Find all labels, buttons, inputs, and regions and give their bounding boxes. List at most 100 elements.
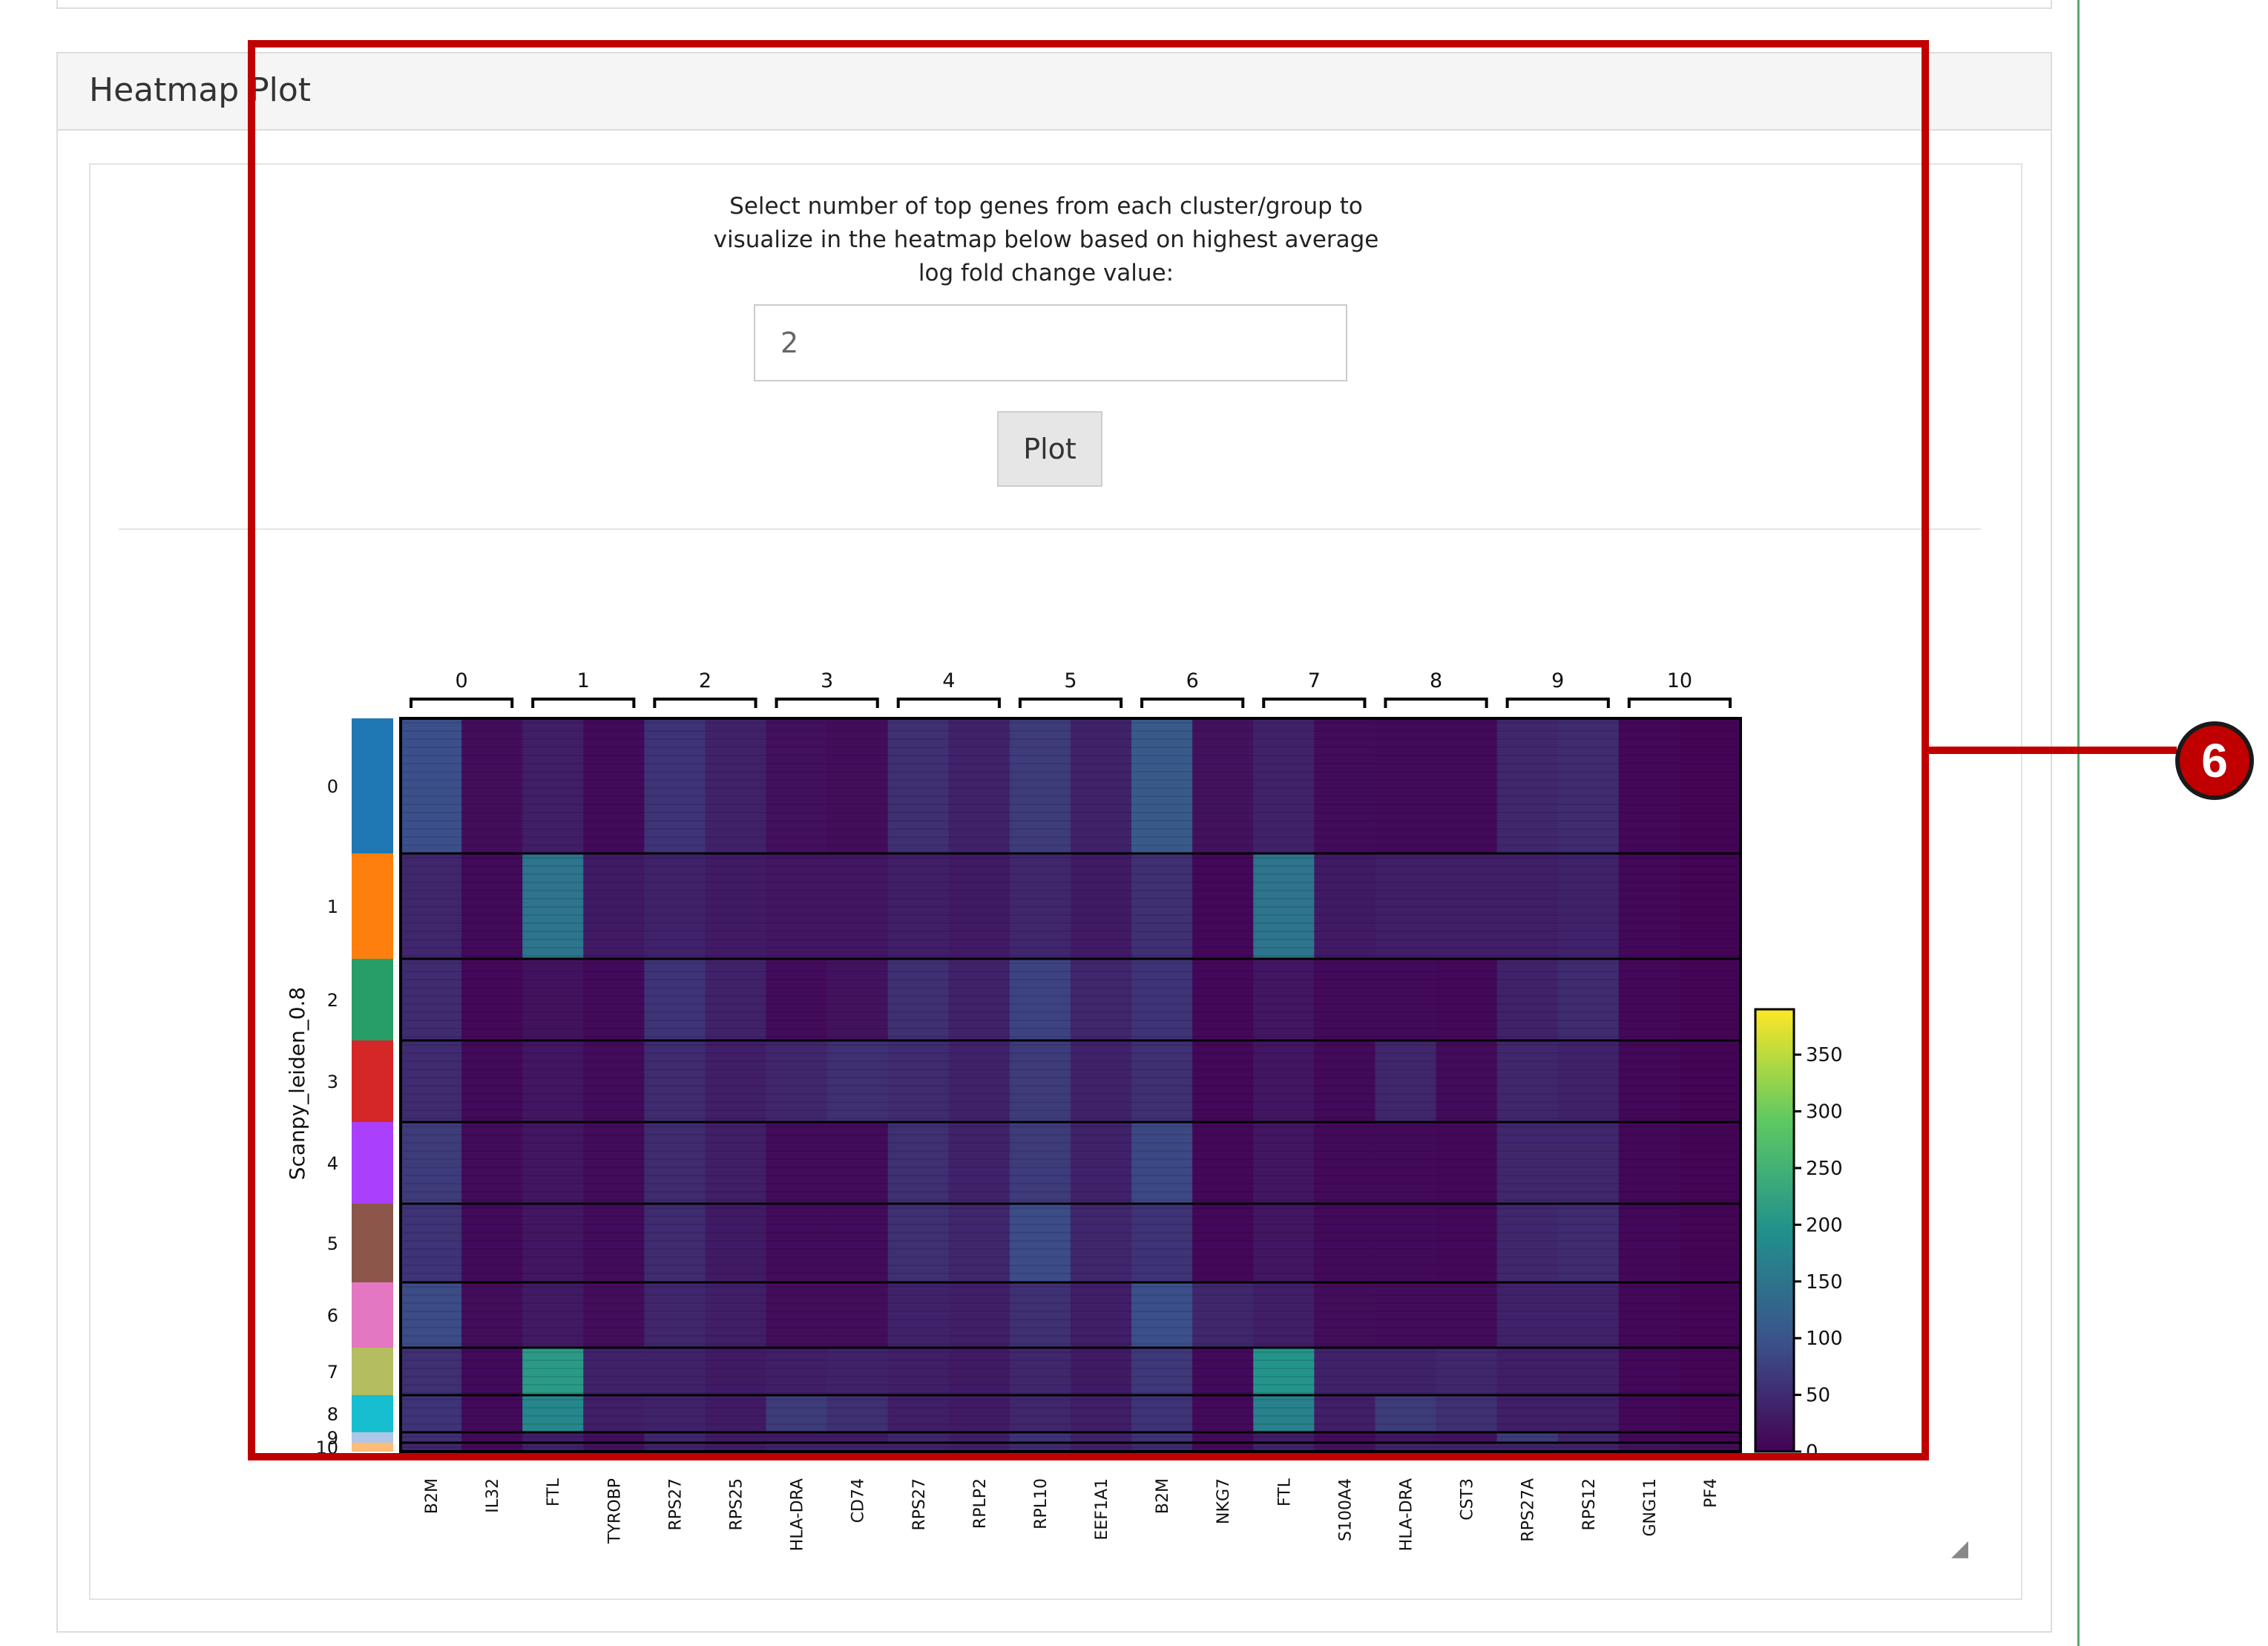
- column-group-bracket: [1018, 698, 1123, 708]
- heatmap-cell: [1253, 1432, 1315, 1443]
- heatmap-cell: [1679, 1282, 1741, 1348]
- heatmap-cell: [1131, 1432, 1193, 1443]
- heatmap-cell: [1131, 1282, 1193, 1348]
- column-group-label: 4: [942, 669, 955, 692]
- heatmap-cell: [1071, 853, 1132, 959]
- heatmap-cell: [644, 853, 706, 959]
- heatmap-cell: [1192, 1204, 1254, 1282]
- heatmap-cell: [1679, 1122, 1741, 1204]
- heatmap-cell: [705, 1040, 767, 1122]
- gene-tick-label: B2M: [1154, 1478, 1172, 1514]
- heatmap-cell: [1253, 1122, 1315, 1204]
- heatmap-cell: [705, 1348, 767, 1395]
- heatmap-cell: [1557, 1432, 1620, 1443]
- heatmap-cell: [1679, 1204, 1741, 1282]
- heatmap-cell: [826, 1432, 889, 1443]
- heatmap-cell: [1618, 1348, 1680, 1395]
- group-color-bar: [352, 1040, 393, 1122]
- top-genes-input[interactable]: [754, 304, 1347, 381]
- heatmap-cell: [826, 718, 889, 853]
- resize-handle-icon[interactable]: ◢: [1951, 1535, 1969, 1561]
- heatmap-cell: [826, 1040, 889, 1122]
- heatmap-cell: [522, 1204, 584, 1282]
- column-group-bracket: [1505, 698, 1610, 708]
- heatmap-cell: [522, 959, 584, 1040]
- panel-title: Heatmap Plot: [89, 71, 312, 109]
- heatmap-cell: [522, 1040, 584, 1122]
- heatmap-cell: [1496, 1204, 1559, 1282]
- heatmap-cell: [1314, 1443, 1376, 1452]
- colorbar-tick-label: 300: [1806, 1101, 1843, 1124]
- heatmap-cell: [1557, 853, 1620, 959]
- heatmap-cell: [1436, 1395, 1498, 1432]
- heatmap-cell: [1679, 1443, 1741, 1452]
- heatmap-cell: [826, 1282, 889, 1348]
- column-group-bracket: [896, 698, 1001, 708]
- column-group-bracket: [1262, 698, 1367, 708]
- heatmap-cell: [766, 1443, 828, 1452]
- gene-tick-label: CST3: [1459, 1478, 1477, 1521]
- heatmap-cell: [1496, 853, 1559, 959]
- gene-tick-label: FTL: [1275, 1478, 1294, 1506]
- column-group-label: 8: [1430, 669, 1442, 692]
- gene-tick-label: B2M: [423, 1478, 441, 1514]
- heatmap-cell: [1131, 718, 1193, 853]
- row-group-label: 8: [327, 1404, 338, 1425]
- colorbar-tick-label: 150: [1806, 1271, 1843, 1293]
- gene-tick-label: RPLP2: [971, 1478, 990, 1529]
- heatmap-cell: [644, 1282, 706, 1348]
- heatmap-cell: [583, 1432, 645, 1443]
- heatmap-cell: [583, 1282, 645, 1348]
- heatmap-cell: [887, 1040, 950, 1122]
- heatmap-cell: [522, 1432, 584, 1443]
- heatmap-cell: [766, 1204, 828, 1282]
- column-group-label: 9: [1551, 669, 1564, 692]
- column-group-label: 2: [699, 669, 711, 692]
- heatmap-cell: [1131, 1040, 1193, 1122]
- heatmap-cell: [1131, 1348, 1193, 1395]
- heatmap-cell: [1557, 718, 1620, 853]
- column-group-bracket: [775, 698, 879, 708]
- heatmap-cell: [461, 1122, 523, 1204]
- heatmap-cell: [705, 1122, 767, 1204]
- gene-tick-label: RPS27: [910, 1478, 929, 1531]
- heatmap-cell: [766, 1348, 828, 1395]
- heatmap-cell: [401, 1282, 462, 1348]
- gene-tick-label: NKG7: [1214, 1478, 1233, 1524]
- row-group-label: 1: [327, 896, 338, 917]
- heatmap-cell: [766, 1282, 828, 1348]
- heatmap-cell: [1375, 1443, 1437, 1452]
- plot-button[interactable]: Plot: [997, 411, 1102, 487]
- row-group-label: 0: [327, 776, 338, 797]
- heatmap-cell: [461, 959, 523, 1040]
- group-color-bar: [352, 1348, 393, 1395]
- heatmap-cell: [644, 1432, 706, 1443]
- heatmap-cell: [1679, 1040, 1741, 1122]
- column-group-bracket: [1384, 698, 1488, 708]
- heatmap-cell: [1071, 1395, 1132, 1432]
- heatmap-cell: [1436, 718, 1498, 853]
- heatmap-cell: [1618, 853, 1680, 959]
- heatmap-cell: [1314, 1395, 1376, 1432]
- heatmap-cell: [401, 1395, 462, 1432]
- heatmap-cell: [644, 1204, 706, 1282]
- heatmap-cell: [1009, 1443, 1071, 1452]
- heatmap-cell: [1618, 1122, 1680, 1204]
- heatmap-cell: [1618, 1432, 1680, 1443]
- heatmap-cell: [1192, 1348, 1254, 1395]
- heatmap-cell: [1009, 718, 1071, 853]
- heatmap-cell: [1253, 1204, 1315, 1282]
- gene-tick-label: RPS12: [1580, 1478, 1599, 1531]
- heatmap-cell: [826, 1348, 889, 1395]
- heatmap-cell: [1253, 1395, 1315, 1432]
- heatmap-cell: [1253, 1040, 1315, 1122]
- gene-tick-label: S100A4: [1336, 1478, 1355, 1541]
- group-color-bar: [352, 1432, 393, 1443]
- heatmap-cell: [1253, 1443, 1315, 1452]
- heatmap-cell: [705, 1395, 767, 1432]
- group-color-bar: [352, 1282, 393, 1348]
- heatmap-cell: [1557, 1040, 1620, 1122]
- heatmap-cell: [887, 1443, 950, 1452]
- heatmap-cell: [705, 959, 767, 1040]
